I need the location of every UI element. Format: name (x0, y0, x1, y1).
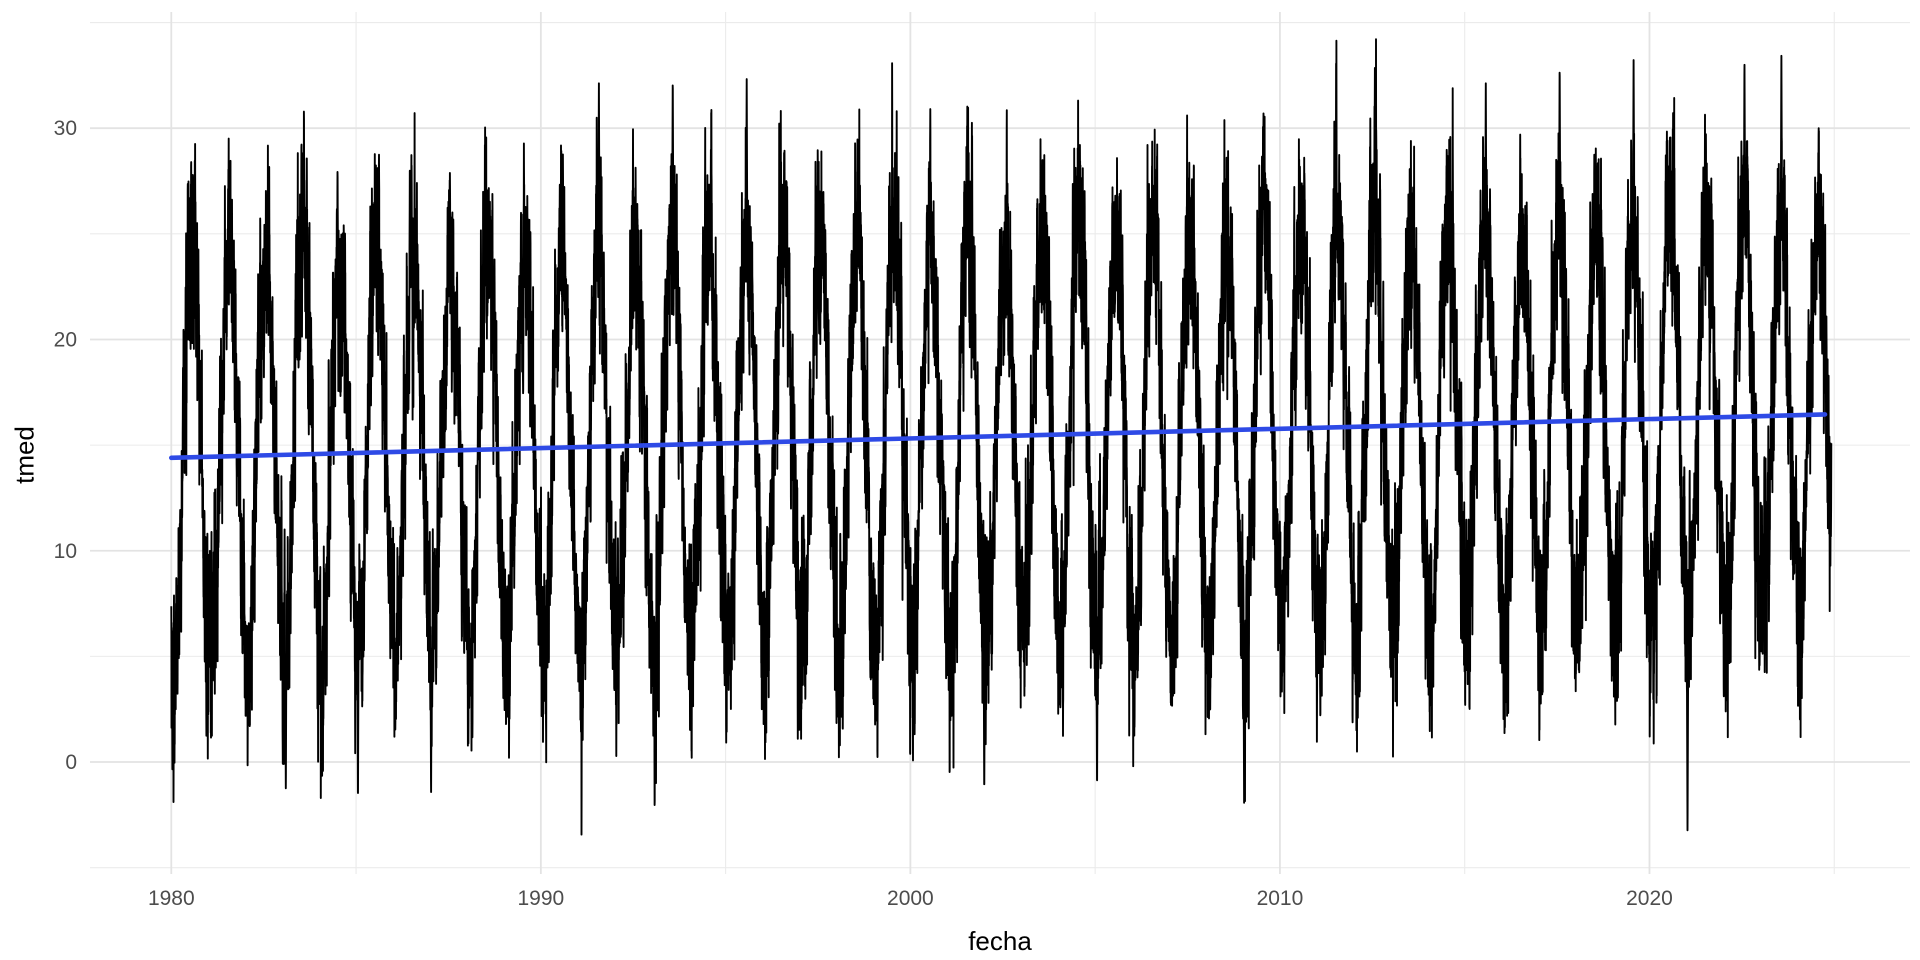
x-tick-label: 2010 (1257, 887, 1304, 910)
daily-temperature-series (170, 38, 1833, 836)
y-tick-label: 30 (54, 117, 77, 140)
y-tick-label: 0 (65, 751, 77, 774)
x-tick-label: 1980 (148, 887, 195, 910)
x-axis-title: fecha (968, 926, 1032, 956)
y-tick-label: 20 (54, 328, 77, 351)
trend-line (168, 412, 1828, 461)
y-axis-title: tmed (9, 426, 40, 484)
x-tick-label: 2020 (1626, 887, 1673, 910)
x-tick-label: 1990 (517, 887, 564, 910)
x-tick-label: 2000 (887, 887, 934, 910)
y-tick-label: 10 (54, 540, 77, 563)
